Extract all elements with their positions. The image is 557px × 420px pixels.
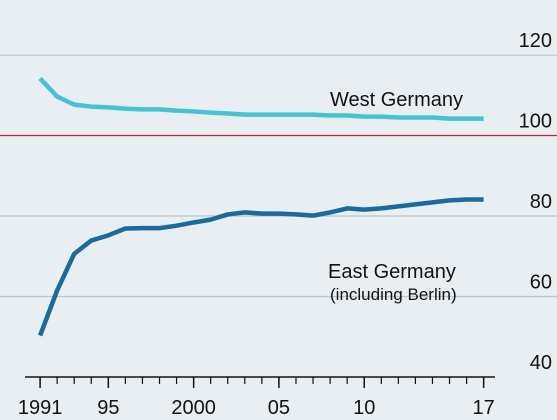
x-tick-label: 10 [353,397,375,419]
x-tick-label: 05 [268,397,290,419]
x-tick-label: 2000 [171,397,216,419]
line-series [37,197,484,337]
y-tick-label: 80 [530,191,552,213]
y-tick-label: 100 [519,111,552,133]
line-series [38,76,484,121]
x-tick-label: 95 [97,397,119,419]
series-label: West Germany [330,89,463,111]
x-tick-label: 17 [473,397,495,419]
y-tick-label: 60 [530,271,552,293]
annotation: (including Berlin) [330,285,457,304]
x-tick-label: 1991 [18,397,63,419]
y-tick-label: 120 [519,30,552,52]
series-label: East Germany [328,261,456,283]
y-tick-label: 40 [530,352,552,374]
